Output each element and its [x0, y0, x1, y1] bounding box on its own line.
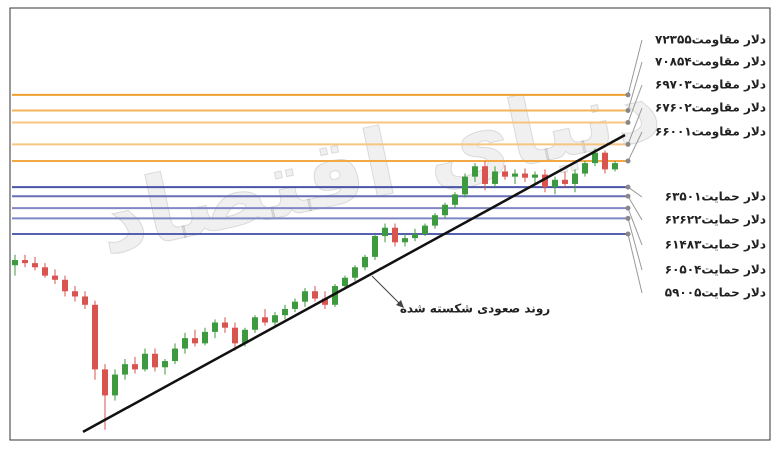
level-connector: [627, 233, 643, 294]
candle-body: [472, 166, 478, 177]
level-label: ۶۲۶۲دلار حمایت۲: [665, 213, 766, 227]
candle-body: [582, 163, 588, 174]
candle-body: [212, 322, 218, 332]
level-dot: [625, 231, 631, 237]
candle-body: [392, 227, 398, 243]
level-label: ۶۹۷۰دلار مقاومت۳: [655, 78, 766, 93]
candle-body: [292, 301, 298, 309]
candle-body: [352, 267, 358, 278]
candle-body: [382, 227, 388, 237]
candle-body: [102, 369, 108, 396]
level-label: ۶۳۵۰دلار حمایت۱: [665, 190, 766, 204]
candle-body: [502, 171, 508, 177]
candle-body: [12, 260, 18, 266]
candle-body: [402, 238, 408, 243]
candle-body: [592, 152, 598, 164]
level-dot: [625, 193, 631, 199]
candle-body: [62, 279, 68, 292]
level-dot: [625, 92, 631, 98]
candle-body: [432, 215, 438, 226]
candle-body: [162, 361, 168, 368]
level-label: ۷۲۳۵دلار مقاومت۵: [655, 33, 766, 48]
candle-body: [372, 236, 378, 257]
candle-body: [112, 374, 118, 396]
candle-body: [452, 194, 458, 205]
candle-body: [572, 173, 578, 184]
level-label: ۶۰۵۰دلار حمایت۴: [665, 263, 766, 277]
candle-body: [192, 338, 198, 344]
level-label: ۷۰۸۵دلار مقاومت۴: [655, 55, 766, 70]
level-connector: [627, 207, 643, 246]
candle-body: [92, 304, 98, 370]
candle-body: [522, 173, 528, 178]
candle-body: [412, 233, 418, 239]
candle-body: [242, 329, 248, 344]
candle-body: [262, 317, 268, 323]
candle-body: [362, 256, 368, 268]
candle-body: [152, 353, 158, 368]
candle-body: [22, 260, 28, 264]
level-connector: [627, 218, 643, 271]
candle-body: [342, 277, 348, 287]
candle-body: [552, 179, 558, 188]
level-connector: [627, 84, 643, 123]
candle-body: [202, 331, 208, 344]
candle-body: [132, 364, 138, 370]
level-label: ۶۶۰۰دلار مقاومت۱: [655, 125, 766, 140]
level-dot: [625, 108, 631, 114]
candle-body: [222, 322, 228, 328]
candle-body: [232, 327, 238, 344]
level-connector: [627, 107, 643, 145]
candle-body: [442, 204, 448, 216]
level-dot: [625, 120, 631, 125]
candle-body: [542, 174, 548, 188]
candle-body: [282, 308, 288, 316]
level-dot: [625, 158, 631, 164]
candle-body: [182, 338, 188, 349]
candle-body: [562, 179, 568, 184]
candle-body: [272, 315, 278, 323]
level-connector: [627, 195, 643, 221]
candle-body: [142, 353, 148, 370]
level-connector: [627, 39, 643, 96]
trendline: [82, 133, 626, 433]
candle-body: [312, 291, 318, 299]
level-label: ۵۹۰۰دلار حمایت۵: [665, 286, 766, 300]
level-dot: [625, 141, 631, 147]
level-connector: [627, 131, 643, 162]
trend-annotation: روند صعودی شکسته شده: [400, 302, 550, 317]
candle-body: [492, 171, 498, 184]
annotation-arrow: [371, 275, 401, 305]
candle-body: [322, 298, 328, 305]
candle-body: [422, 225, 428, 234]
candle-body: [532, 174, 538, 178]
candle-body: [332, 286, 338, 305]
candle-body: [252, 317, 258, 330]
candle-body: [122, 364, 128, 375]
level-connector: [627, 186, 643, 198]
level-dot: [625, 205, 631, 211]
candle-body: [32, 263, 38, 268]
candle-body: [612, 163, 618, 170]
candle-body: [602, 152, 608, 170]
level-label: ۶۱۴۸دلار حمایت۳: [665, 238, 766, 252]
candle-body: [72, 291, 78, 297]
level-connector: [627, 61, 643, 111]
arrow-head: [396, 300, 404, 308]
candle-body: [512, 173, 518, 177]
candle-body: [302, 291, 308, 302]
candle-body: [482, 166, 488, 184]
candle-body: [462, 176, 468, 195]
candle-body: [82, 296, 88, 305]
candle-body: [172, 348, 178, 362]
level-dot: [625, 215, 631, 221]
level-dot: [625, 184, 631, 190]
candle-body: [42, 267, 48, 276]
level-label: ۶۷۶۰دلار مقاومت۲: [655, 101, 766, 116]
candle-body: [52, 275, 58, 280]
